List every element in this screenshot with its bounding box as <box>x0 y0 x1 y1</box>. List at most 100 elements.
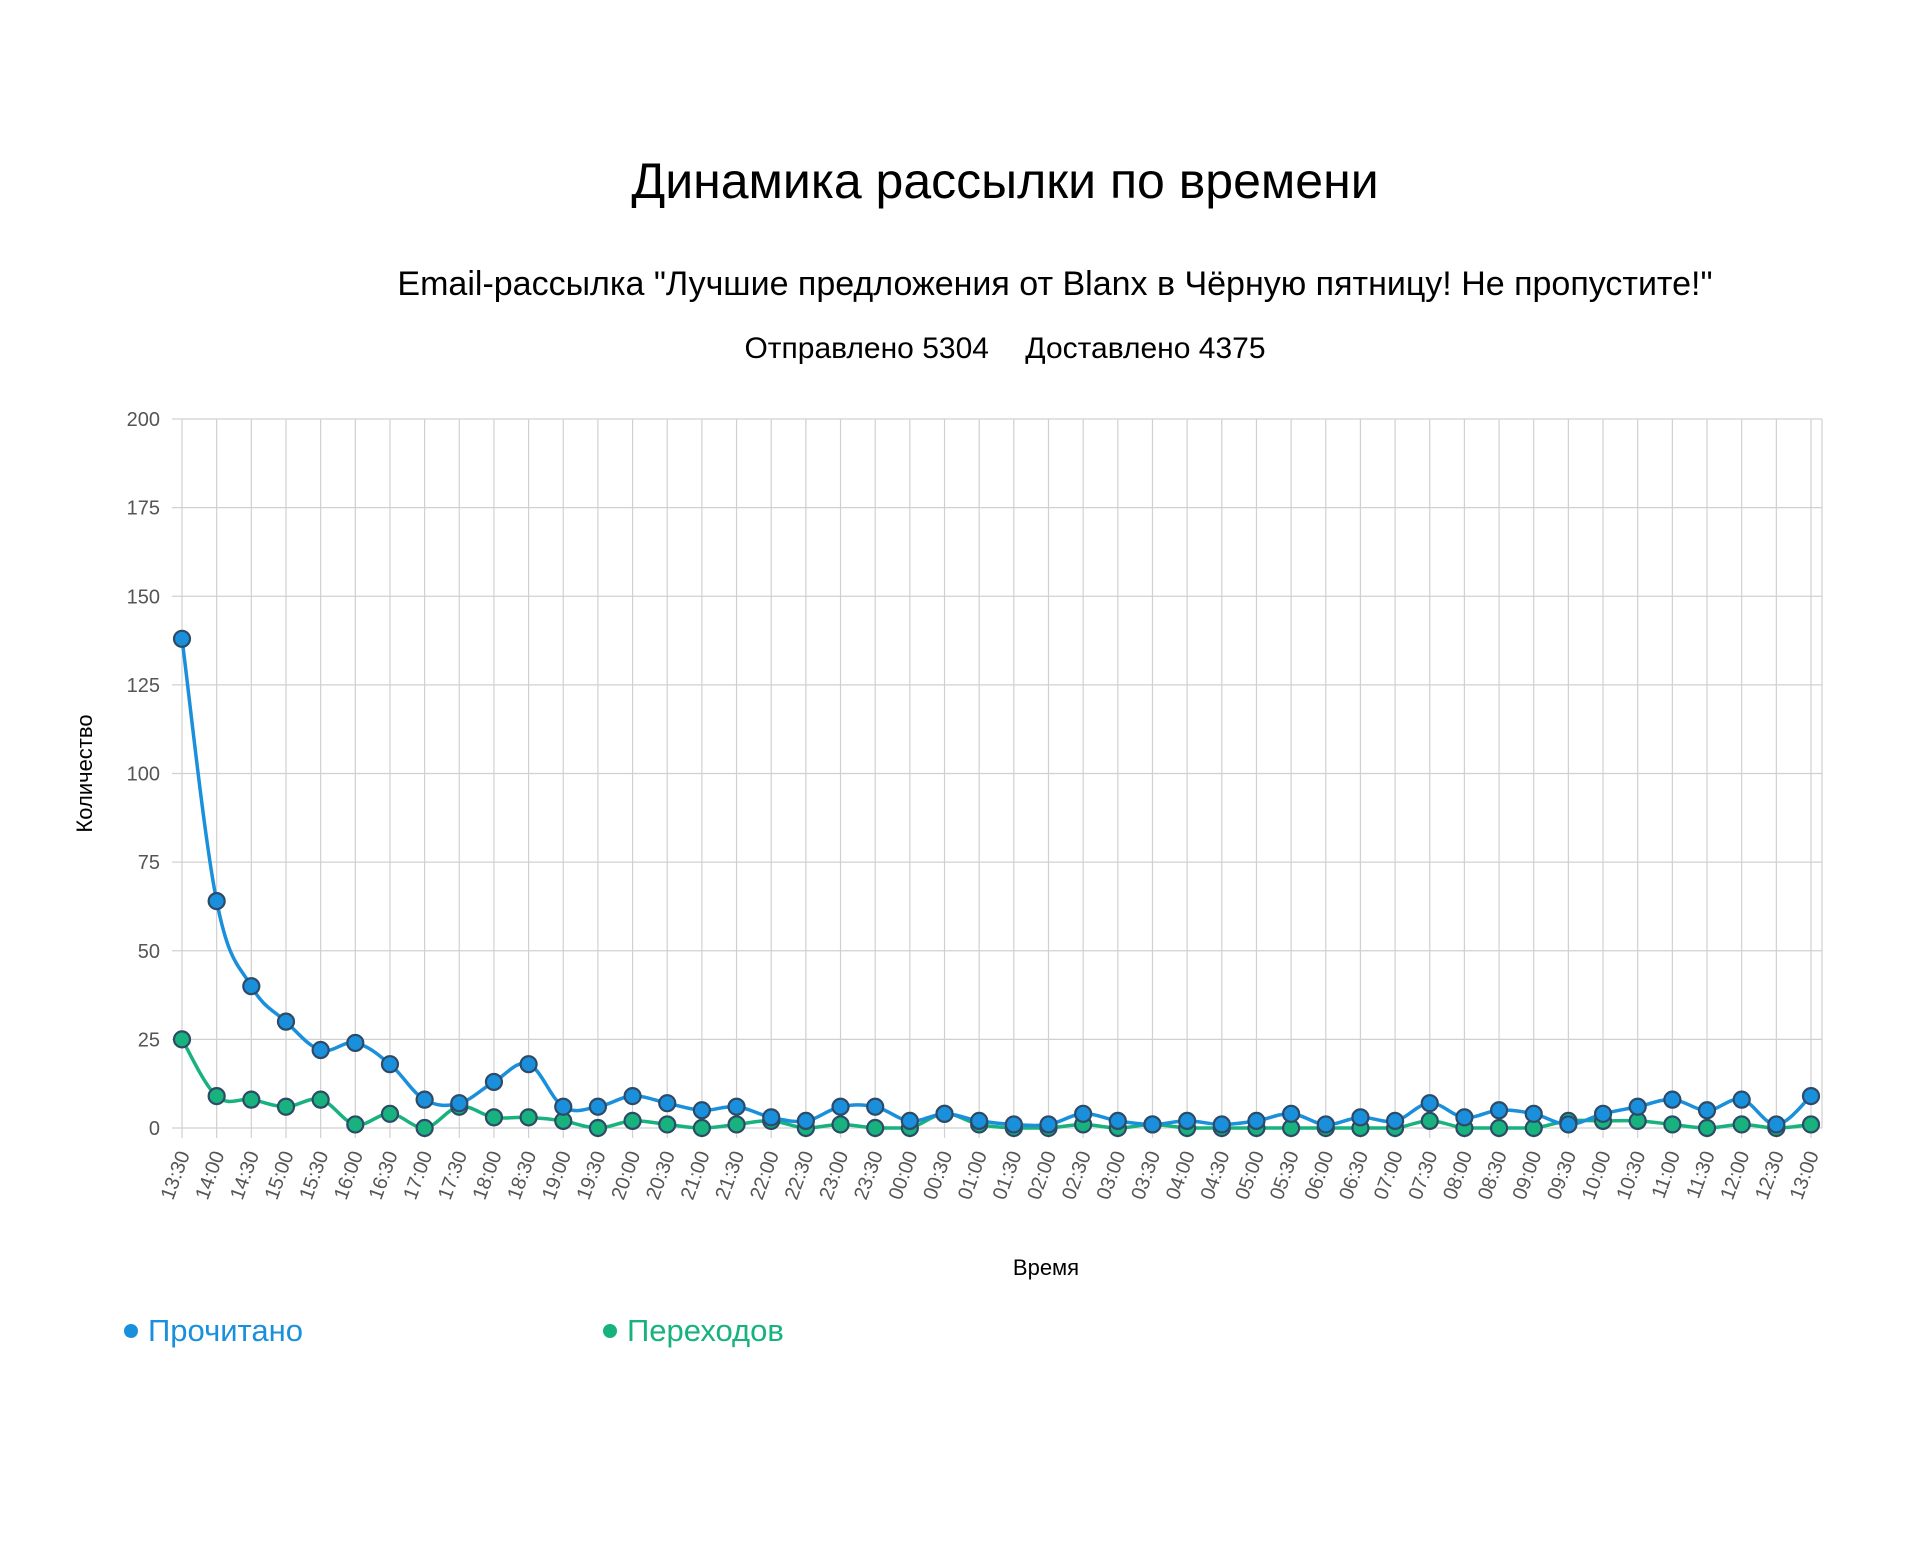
y-tick-label: 25 <box>138 1029 160 1051</box>
x-tick-label: 20:30 <box>642 1148 680 1203</box>
x-tick-label: 04:30 <box>1197 1148 1235 1203</box>
data-point-clicks <box>380 1104 400 1123</box>
x-tick-label: 01:30 <box>989 1148 1027 1203</box>
legend-read-label: Прочитано <box>148 1313 303 1348</box>
x-tick-label: 19:30 <box>573 1148 611 1203</box>
x-tick-label: 10:00 <box>1578 1148 1616 1203</box>
x-tick-label: 22:30 <box>781 1148 819 1203</box>
x-tick-label: 00:30 <box>919 1148 957 1203</box>
sent-stat: Отправлено 5304 <box>744 332 988 365</box>
data-point-clicks <box>658 1115 677 1134</box>
data-point-read <box>1212 1115 1231 1134</box>
x-tick-label: 15:30 <box>296 1148 334 1203</box>
data-point-read <box>242 977 261 996</box>
data-point-clicks <box>519 1108 538 1127</box>
data-point-read <box>1697 1101 1717 1120</box>
data-point-read <box>1108 1111 1127 1131</box>
data-point-read <box>415 1090 434 1109</box>
data-point-read <box>519 1055 538 1074</box>
data-point-read <box>450 1094 469 1113</box>
x-tick-label: 09:00 <box>1509 1148 1547 1203</box>
y-tick-label: 175 <box>127 498 160 520</box>
data-point-clicks <box>831 1115 850 1134</box>
data-point-clicks <box>242 1090 261 1109</box>
data-point-clicks <box>727 1115 746 1134</box>
x-axis-title: Время <box>1013 1255 1079 1280</box>
data-point-read <box>1524 1104 1543 1123</box>
sent-value: 5304 <box>922 332 989 365</box>
x-tick-label: 05:00 <box>1231 1148 1269 1203</box>
data-point-read <box>1593 1104 1613 1123</box>
y-tick-label: 125 <box>127 675 160 697</box>
chart-title: Динамика рассылки по времени <box>631 153 1379 209</box>
x-tick-label: 17:00 <box>400 1148 438 1203</box>
data-point-read <box>172 629 192 648</box>
legend-item-clicks[interactable]: Переходов <box>603 1313 784 1349</box>
x-tick-label: 08:30 <box>1474 1148 1512 1203</box>
x-tick-label: 02:30 <box>1058 1148 1096 1203</box>
x-tick-label: 19:00 <box>538 1148 576 1203</box>
x-tick-label: 21:00 <box>677 1148 715 1203</box>
y-axis-title: Количество <box>72 714 97 832</box>
data-point-read <box>1316 1115 1335 1134</box>
chart-subtitle: Email-рассылка "Лучшие предложения от Bl… <box>397 265 1713 303</box>
data-point-clicks <box>692 1118 711 1138</box>
data-point-read <box>346 1033 365 1053</box>
data-point-read <box>1559 1115 1578 1134</box>
data-point-read <box>311 1040 330 1060</box>
x-tick-label: 05:30 <box>1266 1148 1304 1203</box>
data-point-read <box>1282 1104 1301 1123</box>
x-tick-label: 04:00 <box>1162 1148 1200 1203</box>
line-chart: 025507510012515017520013:3014:0014:3015:… <box>72 409 1824 1280</box>
data-point-clicks <box>1801 1115 1821 1134</box>
data-point-clicks <box>866 1118 885 1138</box>
series-line-read <box>180 638 1813 1128</box>
data-point-read <box>1143 1115 1162 1134</box>
data-point-read <box>796 1111 815 1131</box>
data-point-clicks <box>311 1090 330 1109</box>
data-point-clicks <box>1732 1115 1751 1134</box>
x-tick-label: 11:00 <box>1648 1148 1685 1201</box>
data-point-clicks <box>1489 1118 1509 1138</box>
legend-item-read[interactable]: Прочитано <box>124 1313 303 1349</box>
x-tick-label: 00:00 <box>885 1148 923 1203</box>
data-point-clicks <box>588 1118 608 1138</box>
data-point-read <box>1247 1111 1266 1131</box>
x-tick-label: 21:30 <box>711 1148 749 1203</box>
x-tick-label: 03:00 <box>1093 1148 1131 1203</box>
legend-read-marker <box>124 1324 138 1338</box>
data-point-read <box>727 1097 746 1116</box>
data-point-clicks <box>346 1115 365 1134</box>
data-point-read <box>1732 1090 1751 1109</box>
data-point-read <box>1004 1115 1023 1134</box>
x-tick-label: 12:00 <box>1717 1148 1755 1203</box>
x-tick-label: 22:00 <box>746 1148 784 1203</box>
delivered-label: Доставлено <box>1025 332 1191 365</box>
data-point-read <box>1039 1115 1058 1134</box>
x-tick-label: 23:30 <box>850 1148 888 1203</box>
x-tick-label: 13:30 <box>157 1148 195 1203</box>
x-tick-label: 01:00 <box>954 1148 992 1203</box>
data-point-read <box>1767 1115 1786 1134</box>
data-point-read <box>1801 1086 1821 1106</box>
data-point-read <box>935 1104 954 1123</box>
x-tick-label: 08:00 <box>1439 1148 1477 1203</box>
data-point-read <box>1489 1101 1509 1120</box>
x-tick-label: 11:30 <box>1682 1148 1719 1201</box>
data-point-clicks <box>207 1086 226 1106</box>
data-point-read <box>484 1072 504 1092</box>
data-point-clicks <box>623 1111 642 1131</box>
x-tick-label: 16:30 <box>365 1148 403 1203</box>
y-tick-label: 75 <box>138 852 160 874</box>
y-tick-label: 150 <box>127 586 160 608</box>
data-point-read <box>276 1012 296 1031</box>
data-point-read <box>900 1111 919 1131</box>
data-point-clicks <box>1663 1115 1682 1134</box>
data-point-clicks <box>484 1108 504 1127</box>
data-point-read <box>623 1086 642 1106</box>
x-tick-label: 02:00 <box>1023 1148 1061 1203</box>
data-point-read <box>658 1094 677 1113</box>
x-tick-label: 18:00 <box>469 1148 507 1203</box>
x-tick-label: 16:00 <box>330 1148 368 1203</box>
data-point-read <box>207 892 226 911</box>
